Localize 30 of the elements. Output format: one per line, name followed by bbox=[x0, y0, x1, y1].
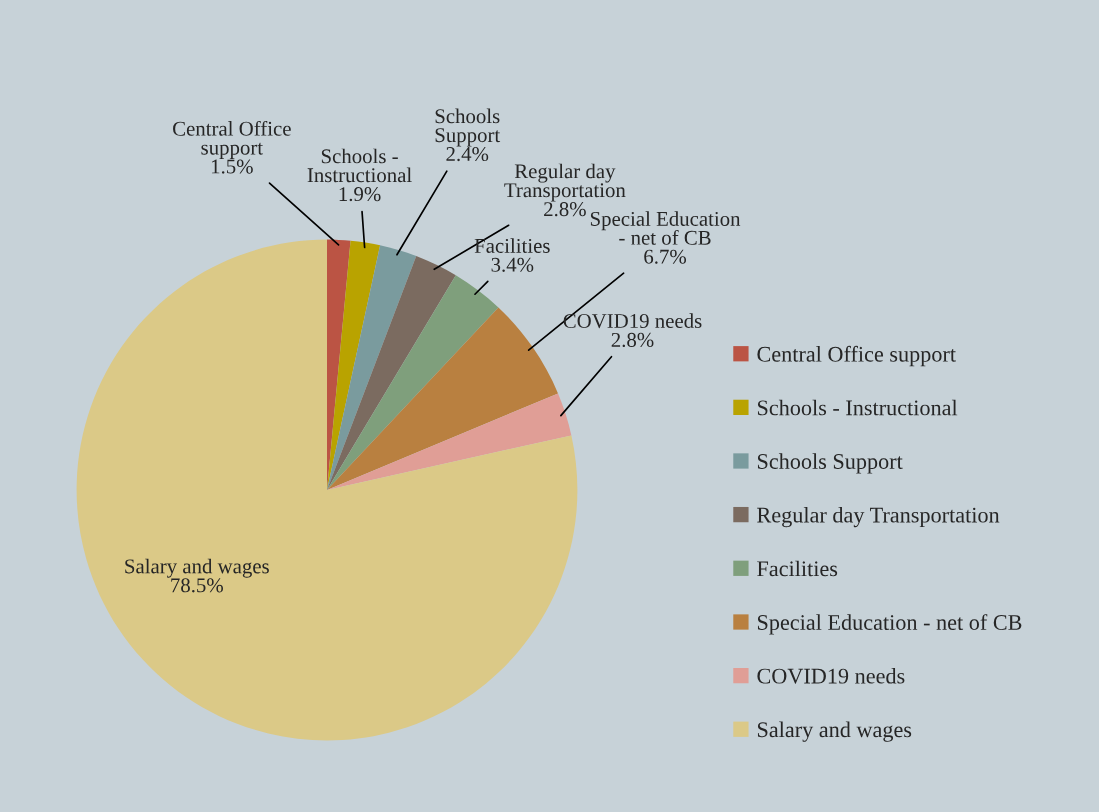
slice-label: Salary and wages bbox=[125, 558, 269, 578]
pie-slice bbox=[327, 245, 417, 490]
slice-label: Schools - Instructional bbox=[307, 148, 412, 183]
slice-label: Schools Support bbox=[435, 108, 501, 147]
legend-label: Regular day Transportation bbox=[757, 506, 1000, 528]
legend-label: COVID19 needs bbox=[757, 667, 905, 684]
slice-label: COVID19 needs bbox=[563, 313, 702, 329]
slice-label: Central Office support bbox=[173, 120, 291, 159]
data-label: 2.8% bbox=[544, 202, 586, 217]
slice-label: Regular day Transportation bbox=[504, 163, 626, 202]
pie-slice bbox=[327, 307, 559, 490]
pie-slice bbox=[327, 393, 572, 490]
legend-label: Schools - Instructional bbox=[757, 399, 958, 416]
legend-label: Salary and wages bbox=[757, 721, 912, 742]
legend-label: Facilities bbox=[757, 560, 838, 577]
pie-slice bbox=[327, 256, 456, 490]
legend-label: Schools Support bbox=[757, 453, 903, 474]
data-label: 1.5% bbox=[211, 159, 253, 174]
slice-label: Facilities bbox=[474, 238, 550, 253]
legend-label: Central Office support bbox=[757, 345, 956, 367]
pie-slice bbox=[327, 275, 499, 490]
data-label: 3.4% bbox=[491, 257, 534, 272]
data-label: 6.7% bbox=[644, 249, 687, 264]
pie-slice bbox=[327, 240, 381, 490]
data-label: 78.5% bbox=[171, 578, 223, 593]
data-label: 2.4% bbox=[446, 146, 489, 162]
legend-label: Special Education - net of CB bbox=[757, 614, 1022, 635]
data-label: 2.8% bbox=[611, 332, 654, 347]
data-label: 1.9% bbox=[339, 187, 381, 202]
slice-label: Special Education - net of CB bbox=[590, 211, 741, 245]
